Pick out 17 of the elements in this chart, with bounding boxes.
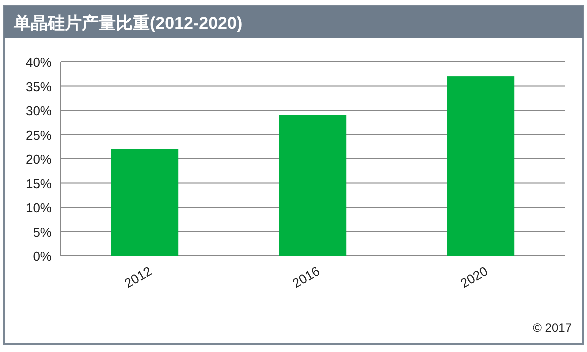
y-tick-label: 40% <box>26 55 52 70</box>
y-tick-label: 25% <box>26 128 52 143</box>
y-tick-label: 0% <box>33 249 52 264</box>
y-tick-label: 15% <box>26 176 52 192</box>
y-tick-label: 30% <box>26 104 52 118</box>
chart-title: 单晶硅片产量比重(2012-2020) <box>13 14 243 33</box>
y-tick-label: 5% <box>33 224 52 240</box>
bar <box>279 115 347 256</box>
y-tick-label: 10% <box>26 200 52 216</box>
y-tick-label: 20% <box>26 152 52 167</box>
bar <box>111 149 179 256</box>
y-tick-label: 35% <box>26 79 52 94</box>
x-tick-label: 2012 <box>122 264 154 292</box>
x-tick-label: 2016 <box>290 264 322 292</box>
x-tick-label: 2020 <box>458 264 490 292</box>
bar <box>447 76 515 256</box>
text: © 2017 <box>533 321 572 335</box>
